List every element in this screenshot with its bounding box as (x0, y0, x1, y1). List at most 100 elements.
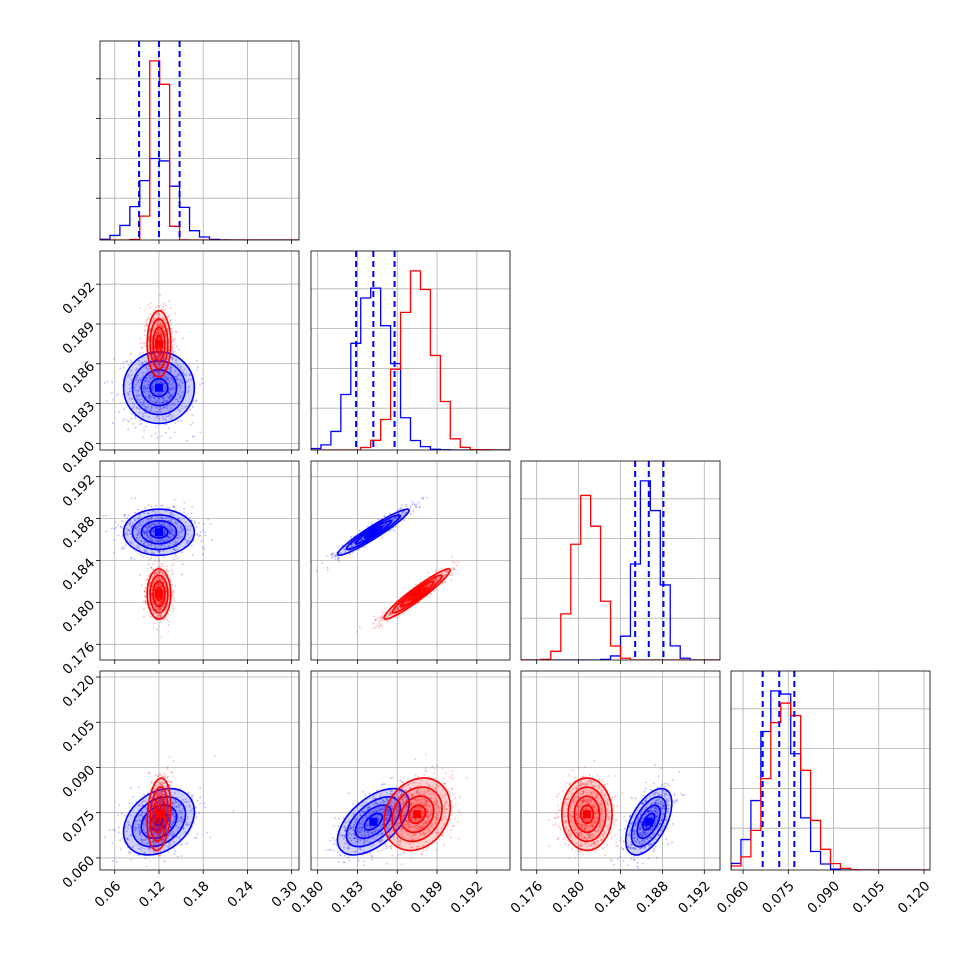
sample-point (150, 343, 153, 346)
sample-point (155, 414, 158, 417)
sample-point (151, 575, 154, 578)
density-peak-blue (369, 528, 378, 537)
sample-point (141, 524, 144, 527)
sample-point (177, 364, 180, 367)
sample-point (162, 324, 165, 327)
sample-point (351, 545, 354, 548)
sample-point (150, 524, 152, 527)
sample-point (178, 397, 181, 400)
sample-point (128, 390, 131, 393)
sample-point (186, 405, 188, 408)
sample-point (158, 550, 161, 553)
sample-point (141, 412, 144, 415)
sample-point (361, 539, 363, 542)
sample-point (392, 518, 395, 521)
sample-point (159, 329, 162, 332)
sample-point (165, 415, 168, 418)
sample-point (144, 379, 147, 382)
sample-point (164, 525, 167, 527)
sample-point (167, 391, 170, 394)
sample-point (155, 331, 158, 334)
sample-point (168, 530, 171, 533)
sample-point (203, 806, 206, 809)
sample-point (138, 531, 140, 534)
sample-point (143, 615, 145, 618)
sample-point (169, 525, 172, 528)
sample-point (137, 379, 140, 382)
sample-point (149, 616, 152, 618)
sample-point (126, 517, 128, 520)
sample-point (372, 627, 375, 630)
sample-point (158, 551, 161, 554)
sample-point (157, 397, 160, 400)
sample-point (385, 522, 388, 525)
sample-point (178, 348, 180, 351)
sample-point (338, 552, 341, 555)
sample-point (170, 377, 173, 380)
sample-point (129, 359, 132, 362)
sample-point (176, 526, 179, 529)
sample-point (156, 321, 159, 324)
sample-point (381, 619, 384, 622)
sample-point (162, 398, 165, 401)
sample-point (126, 419, 129, 422)
sample-point (157, 331, 160, 333)
sample-point (430, 592, 433, 595)
sample-point (130, 527, 133, 530)
sample-point (158, 356, 161, 359)
sample-point (167, 536, 169, 539)
sample-point (388, 614, 391, 616)
sample-point (402, 511, 404, 514)
sample-point (163, 540, 166, 543)
sample-point (152, 530, 155, 532)
sample-point (169, 395, 171, 397)
sample-point (169, 398, 171, 401)
sample-point (131, 522, 134, 525)
sample-point (145, 537, 148, 540)
sample-point (152, 400, 155, 403)
sample-point (393, 529, 396, 532)
sample-point (152, 357, 155, 360)
sample-point (404, 512, 407, 515)
sample-point (160, 516, 163, 519)
sample-point (146, 387, 149, 390)
sample-point (152, 583, 155, 586)
sample-point (160, 352, 163, 355)
sample-point (158, 603, 161, 605)
sample-point (172, 514, 175, 517)
sample-point (163, 580, 165, 583)
sample-point (168, 392, 171, 395)
sample-point (132, 422, 135, 425)
sample-point (169, 532, 172, 534)
sample-point (170, 327, 173, 330)
sample-point (171, 518, 174, 521)
sample-point (134, 527, 137, 530)
sample-point (127, 392, 130, 395)
sample-point (156, 583, 159, 586)
sample-point (142, 375, 145, 377)
sample-point (180, 527, 183, 530)
sample-point (146, 531, 149, 534)
sample-point (383, 515, 386, 518)
sample-point (113, 551, 115, 554)
sample-point (147, 304, 150, 307)
sample-point (154, 559, 156, 562)
sample-point (145, 323, 148, 326)
sample-point (152, 377, 155, 380)
sample-point (145, 527, 148, 530)
sample-point (150, 537, 153, 539)
sample-point (160, 601, 163, 604)
sample-point (148, 336, 150, 339)
sample-point (181, 391, 184, 393)
histogram-blue (100, 157, 299, 240)
sample-point (188, 537, 191, 539)
sample-point (152, 627, 155, 629)
sample-point (151, 540, 153, 542)
sample-point (152, 385, 155, 388)
sample-point (359, 539, 361, 542)
sample-point (167, 851, 169, 853)
sample-point (192, 825, 194, 828)
sample-point (179, 525, 182, 528)
sample-point (172, 548, 175, 550)
sample-point (162, 531, 165, 534)
